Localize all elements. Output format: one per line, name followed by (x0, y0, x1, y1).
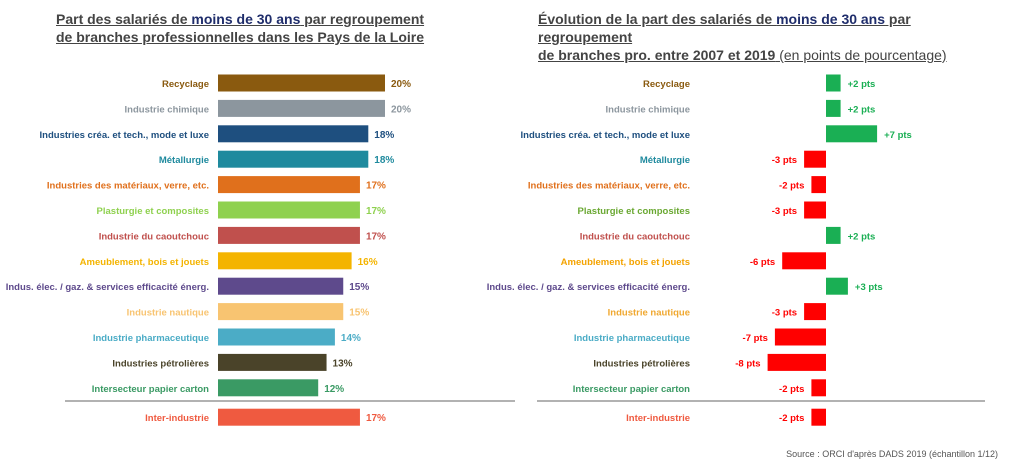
right-value-label: -3 pts (772, 155, 797, 166)
right-category-label: Ameublement, bois et jouets (561, 257, 690, 268)
left-value-label: 20% (391, 79, 411, 90)
left-bar (218, 150, 369, 168)
right-bar (826, 226, 841, 244)
right-bar (804, 150, 826, 168)
left-bar (218, 408, 360, 426)
right-category-label: Industrie pharmaceutique (574, 333, 690, 344)
left-value-label: 17% (366, 413, 386, 424)
right-title-line2: de branches pro. entre 2007 et 2019 (538, 47, 776, 63)
right-category-label: Industries créa. et tech., mode et luxe (521, 130, 690, 141)
left-value-label: 18% (374, 155, 394, 166)
right-value-label: -2 pts (779, 413, 804, 424)
left-value-label: 17% (366, 206, 386, 217)
left-bar (218, 99, 385, 117)
left-bar (218, 201, 360, 219)
left-bar (218, 328, 335, 346)
right-category-label: Industrie du caoutchouc (580, 231, 690, 242)
left-title-part2: par regroupement (300, 11, 425, 27)
right-title-suffix: (en points de pourcentage) (775, 47, 947, 63)
right-category-label: Industrie chimique (606, 104, 690, 115)
left-value-label: 17% (366, 181, 386, 192)
right-value-label: -7 pts (743, 333, 768, 344)
left-category-label: Plasturgie et composites (97, 206, 209, 217)
left-title-part1: Part des salariés de (56, 11, 192, 27)
right-value-label: -2 pts (779, 181, 804, 192)
right-bar (811, 176, 826, 194)
right-value-label: -3 pts (772, 206, 797, 217)
left-category-label: Métallurgie (159, 155, 209, 166)
left-bar (218, 226, 360, 244)
right-bar (782, 252, 826, 270)
right-bar (826, 125, 878, 143)
left-category-label: Industrie chimique (125, 104, 209, 115)
left-category-label: Inter-industrie (145, 413, 209, 424)
source-note: Source : ORCI d'après DADS 2019 (échanti… (786, 449, 998, 459)
left-chart-title: Part des salariés de moins de 30 ans par… (56, 10, 436, 46)
right-bar (811, 379, 826, 397)
right-category-label: Recyclage (643, 79, 690, 90)
left-category-label: Ameublement, bois et jouets (80, 257, 209, 268)
left-bar (218, 125, 369, 143)
right-category-label: Métallurgie (640, 155, 690, 166)
right-category-label: Inter-industrie (626, 413, 690, 424)
left-category-label: Industrie pharmaceutique (93, 333, 209, 344)
left-category-label: Industries pétrolières (112, 358, 209, 369)
right-title-part1: Évolution de la part des salariés de (538, 11, 777, 27)
right-bar (826, 277, 848, 295)
left-bar (218, 379, 319, 397)
left-value-label: 13% (333, 358, 353, 369)
left-bar (218, 303, 344, 321)
left-bar (218, 252, 352, 270)
right-value-label: +2 pts (848, 79, 876, 90)
right-category-label: Industrie nautique (608, 308, 690, 319)
left-bar (218, 176, 360, 194)
left-title-highlight: moins de 30 ans (191, 11, 301, 27)
right-category-label: Plasturgie et composites (578, 206, 690, 217)
left-value-label: 14% (341, 333, 361, 344)
left-bar (218, 353, 327, 371)
left-value-label: 16% (358, 257, 378, 268)
left-category-label: Recyclage (162, 79, 209, 90)
right-value-label: -6 pts (750, 257, 775, 268)
right-bar (774, 328, 826, 346)
right-value-label: +3 pts (855, 282, 883, 293)
left-bar (218, 74, 385, 92)
right-title-highlight: moins de 30 ans (776, 11, 886, 27)
right-bar (811, 408, 826, 426)
right-category-label: Indus. élec. / gaz. & services efficacit… (487, 282, 690, 293)
right-bar (804, 201, 826, 219)
right-bar (804, 303, 826, 321)
right-category-label: Industries pétrolières (593, 358, 690, 369)
left-value-label: 20% (391, 104, 411, 115)
left-category-label: Intersecteur papier carton (92, 384, 209, 395)
right-value-label: +2 pts (848, 231, 876, 242)
left-category-label: Industries créa. et tech., mode et luxe (40, 130, 209, 141)
left-bar (218, 277, 344, 295)
right-value-label: -2 pts (779, 384, 804, 395)
right-bar (826, 99, 841, 117)
left-value-label: 17% (366, 231, 386, 242)
right-bar (767, 353, 826, 371)
left-category-label: Industrie du caoutchouc (99, 231, 209, 242)
left-category-label: Indus. élec. / gaz. & services efficacit… (6, 282, 209, 293)
right-value-label: -8 pts (735, 358, 760, 369)
left-value-label: 15% (349, 282, 369, 293)
left-category-label: Industrie nautique (127, 308, 209, 319)
right-category-label: Industries des matériaux, verre, etc. (528, 181, 690, 192)
right-value-label: +7 pts (884, 130, 912, 141)
left-value-label: 18% (374, 130, 394, 141)
left-title-line2: de branches professionnelles dans les Pa… (56, 29, 425, 45)
right-category-label: Intersecteur papier carton (573, 384, 690, 395)
left-value-label: 15% (349, 308, 369, 319)
right-value-label: +2 pts (848, 104, 876, 115)
right-bar (826, 74, 841, 92)
right-value-label: -3 pts (772, 308, 797, 319)
right-title-part2: par regroupement (538, 11, 911, 45)
right-chart-title: Évolution de la part des salariés de moi… (538, 10, 1008, 64)
left-value-label: 12% (324, 384, 344, 395)
left-category-label: Industries des matériaux, verre, etc. (47, 181, 209, 192)
